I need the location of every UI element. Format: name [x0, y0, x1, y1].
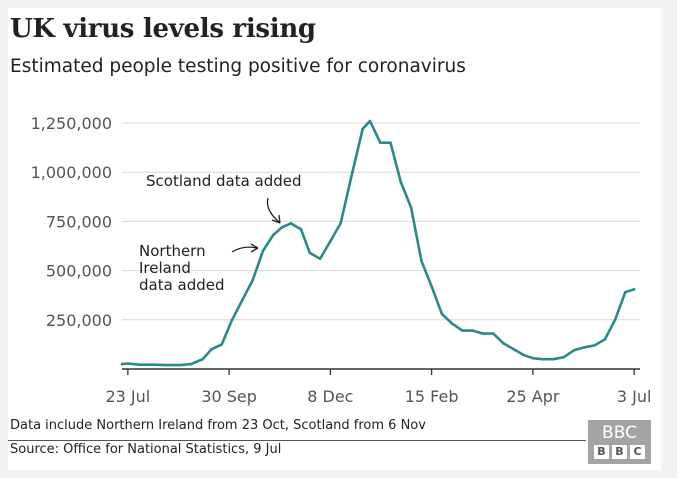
data-point	[210, 348, 213, 351]
data-point	[582, 346, 586, 349]
data-point	[138, 363, 141, 367]
y-tick-label: 1,000,000	[31, 163, 112, 182]
y-tick-label: 500,000	[46, 262, 112, 281]
data-point	[613, 318, 617, 322]
annotation-scotland-label: Scotland data added	[146, 172, 302, 190]
data-point	[430, 285, 433, 288]
x-tick-label: 8 Dec	[307, 387, 353, 406]
data-point	[540, 357, 543, 361]
data-point	[531, 356, 535, 360]
data-point	[289, 222, 293, 225]
annotation-scotland-arrowhead	[271, 214, 281, 224]
data-point	[271, 233, 275, 237]
bbc-logo-text: BBC	[602, 423, 637, 443]
annotation-ni-arrowhead	[250, 243, 259, 253]
data-point	[126, 362, 130, 365]
annotation-ni-label-line1: Northern	[139, 242, 206, 260]
data-point	[379, 141, 382, 144]
data-point	[409, 206, 413, 209]
data-point	[251, 279, 254, 282]
data-point	[522, 353, 526, 357]
data-point	[230, 318, 234, 322]
y-tick-label: 1,250,000	[31, 114, 112, 133]
y-tick-label: 750,000	[46, 212, 112, 231]
y-tick-label: 250,000	[46, 311, 112, 330]
data-point	[329, 239, 332, 243]
data-point	[299, 228, 303, 231]
data-point	[201, 357, 204, 361]
x-tick-label: 3 Jul	[617, 387, 652, 406]
source-note: Source: Office for National Statistics, …	[10, 442, 282, 457]
annotations: Scotland data added Northern Ireland dat…	[139, 172, 302, 294]
x-tick-label: 25 Apr	[506, 387, 560, 406]
data-point	[481, 332, 485, 335]
chart-card	[8, 8, 661, 470]
data-point	[562, 355, 565, 359]
data-point	[308, 251, 312, 255]
footnote: Data include Northern Ireland from 23 Oc…	[10, 418, 426, 433]
y-axis-tick-labels: 250,000 500,000 750,000 1,000,000 1,250,000	[31, 114, 112, 330]
data-point	[339, 222, 342, 225]
x-axis: 23 Jul 30 Sep 8 Dec 15 Feb 25 Apr 3 Jul	[105, 369, 651, 406]
data-point	[318, 257, 322, 261]
data-point	[361, 127, 365, 131]
data-point	[241, 298, 244, 302]
data-point	[552, 357, 555, 361]
annotation-ni-arrow	[231, 246, 258, 253]
data-point	[502, 342, 505, 345]
x-tick-label: 30 Sep	[201, 387, 257, 406]
chart-subtitle: Estimated people testing positive for co…	[10, 56, 466, 77]
data-point	[399, 180, 403, 184]
data-point	[368, 119, 372, 123]
data-point	[572, 349, 576, 352]
data-point	[461, 329, 464, 332]
data-point	[440, 312, 444, 316]
chart-title: UK virus levels rising	[10, 14, 316, 44]
data-point	[492, 332, 495, 335]
annotation-ni-label-line2: Ireland	[139, 259, 191, 277]
data-point	[471, 329, 475, 332]
annotation-scotland-arrow	[266, 197, 280, 223]
data-point	[351, 170, 354, 174]
data-point	[603, 338, 607, 341]
data-point	[512, 348, 516, 351]
data-point	[420, 259, 423, 263]
gridlines	[122, 122, 640, 321]
annotation-ni-label-line3: data added	[139, 276, 225, 294]
footer-divider	[8, 440, 586, 441]
data-point	[120, 362, 124, 366]
x-tick-label: 23 Jul	[105, 387, 150, 406]
data-point	[389, 141, 392, 144]
data-point	[624, 290, 627, 294]
data-point	[189, 362, 193, 366]
data-point	[151, 363, 155, 367]
data-point	[450, 322, 454, 326]
series	[120, 119, 636, 367]
data-point	[593, 344, 596, 347]
x-tick-label: 15 Feb	[405, 387, 459, 406]
data-point	[179, 363, 182, 367]
data-point	[220, 343, 224, 346]
data-point	[261, 249, 265, 253]
data-point	[280, 226, 284, 229]
data-point	[632, 288, 636, 291]
data-point	[164, 363, 168, 367]
